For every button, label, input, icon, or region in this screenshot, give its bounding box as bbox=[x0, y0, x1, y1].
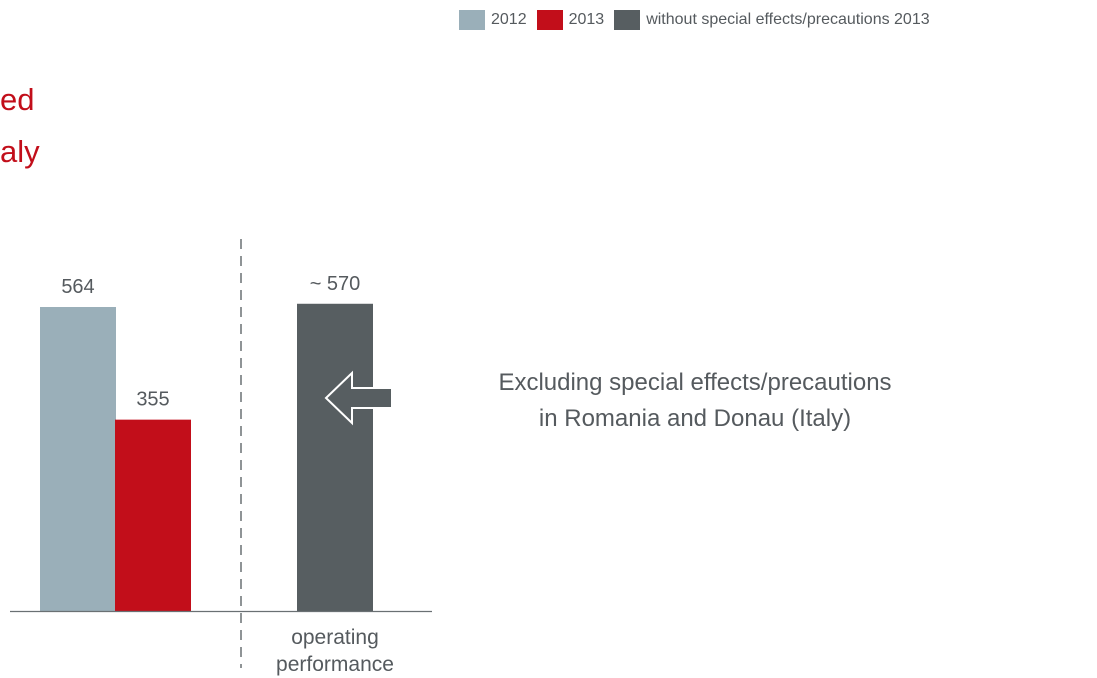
data-label-2013: 355 bbox=[136, 389, 169, 411]
bar-2012 bbox=[40, 307, 116, 611]
category-label-operating-performance-line-1: operating bbox=[291, 626, 379, 649]
data-label-without-special-effects-precautions-2013: ~ 570 bbox=[310, 273, 361, 295]
data-label-2012: 564 bbox=[61, 276, 94, 298]
category-label-operating-performance-line-2: performance bbox=[276, 653, 394, 676]
bar-without-special-effects-precautions-2013 bbox=[297, 304, 373, 611]
bar-2013 bbox=[115, 420, 191, 611]
